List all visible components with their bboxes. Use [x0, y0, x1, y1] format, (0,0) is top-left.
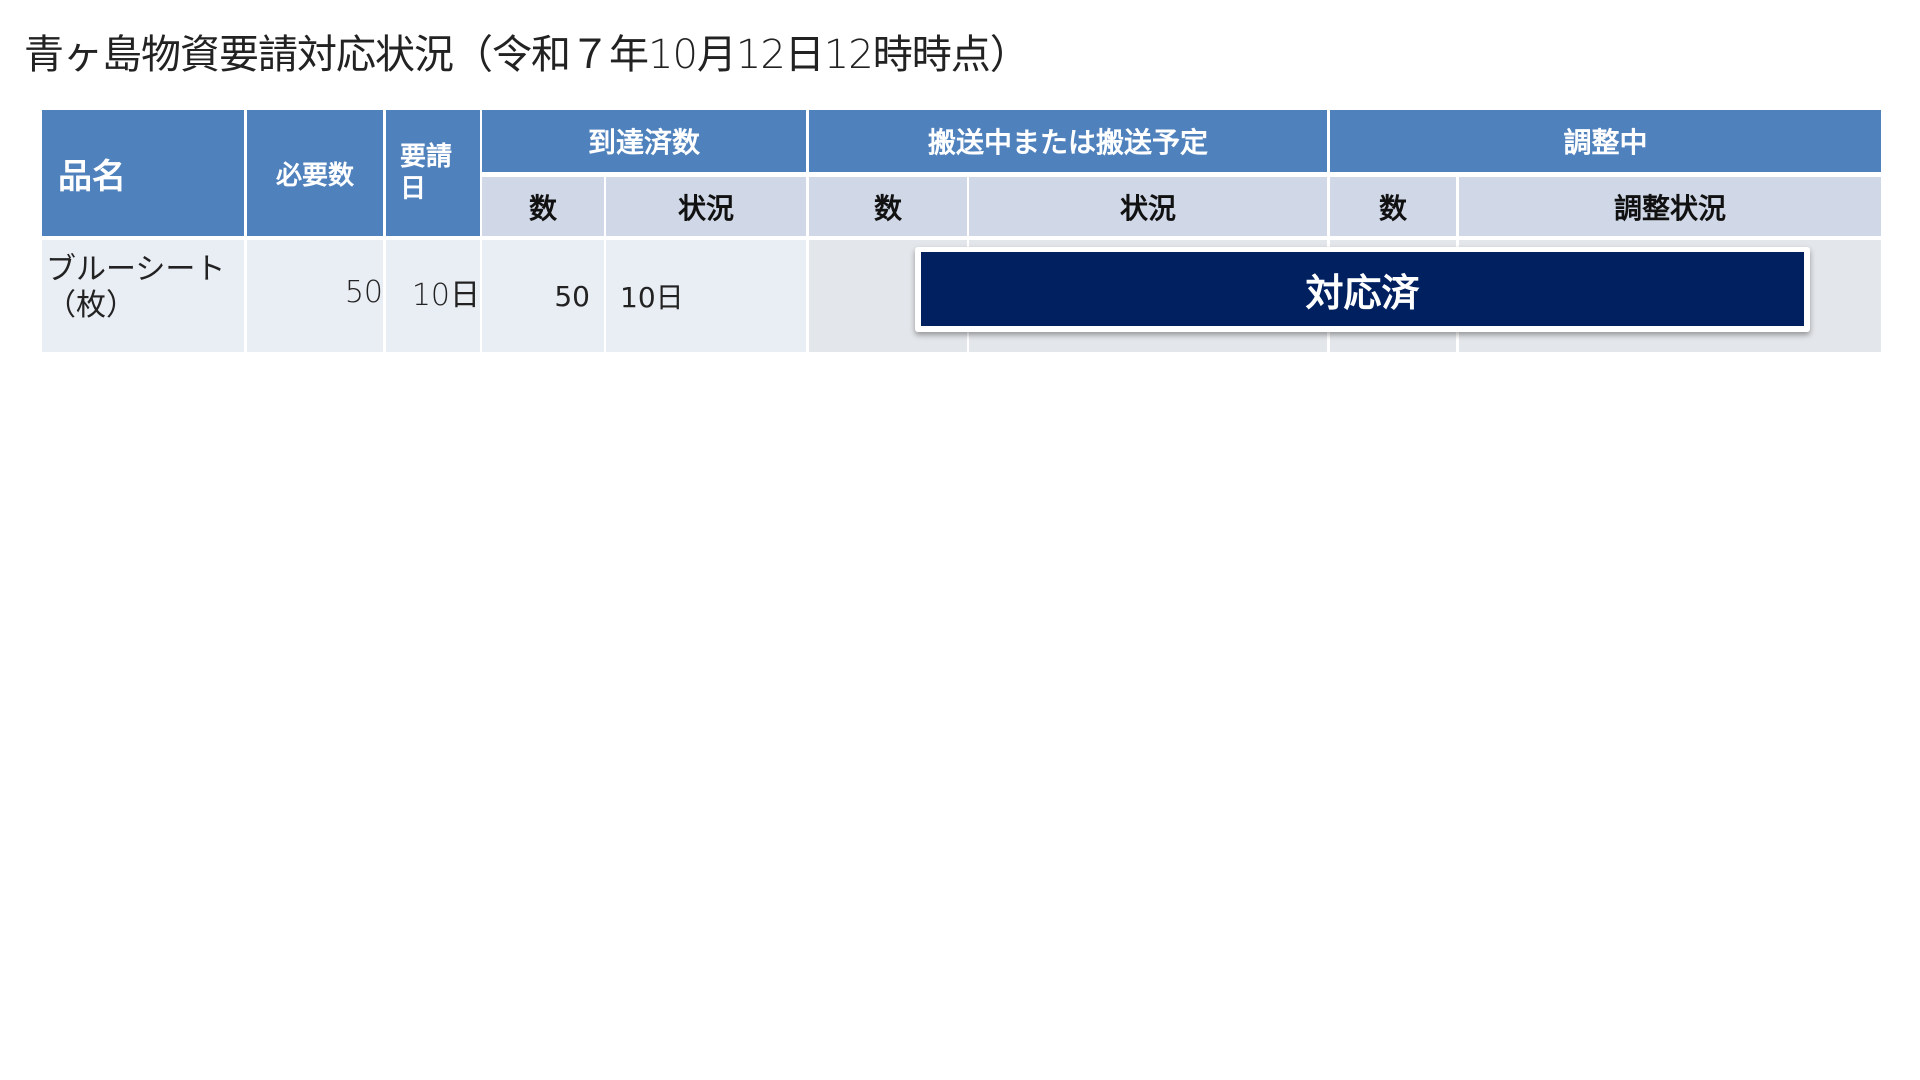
completed-label: 対応済: [921, 252, 1804, 326]
subheader-label: 数: [1378, 191, 1407, 225]
header-label: 品名: [58, 156, 126, 197]
cell-text: 10日: [620, 281, 684, 314]
cell-text: ブルーシート（枚）: [46, 252, 226, 323]
cell-arrived-status: 10日: [606, 240, 806, 352]
header-label: 搬送中または搬送予定: [927, 126, 1208, 159]
completed-banner: 対応済: [915, 247, 1810, 332]
header-in-transit: 搬送中または搬送予定: [809, 110, 1327, 172]
subheader-label: 調整状況: [1613, 191, 1726, 225]
subheader-label: 数: [528, 191, 557, 225]
header-item-name: 品名: [42, 110, 244, 236]
subheader-arrived-status: 状況: [606, 177, 806, 236]
cell-item-name: ブルーシート（枚）: [42, 240, 244, 352]
header-label: 要請日: [400, 142, 453, 204]
cell-text: 10日: [411, 278, 480, 313]
cell-text: 50: [344, 274, 383, 310]
cell-text: 50: [554, 279, 590, 313]
subheader-arrived-count: 数: [482, 177, 604, 236]
header-required: 必要数: [247, 110, 383, 236]
header-adjusting: 調整中: [1330, 110, 1881, 172]
page-title: 青ヶ島物資要請対応状況（令和７年10月12日12時時点）: [24, 32, 1030, 78]
header-arrived: 到達済数: [482, 110, 806, 172]
header-label: 調整中: [1563, 126, 1648, 159]
cell-arrived-count: 50: [482, 240, 604, 352]
cell-required: 50: [247, 240, 383, 352]
subheader-adjusting-status: 調整状況: [1459, 177, 1881, 236]
cell-request-date: 10日: [386, 240, 480, 352]
subheader-label: 状況: [677, 191, 734, 225]
header-label: 必要数: [275, 160, 354, 191]
header-label: 到達済数: [587, 126, 700, 159]
header-request-date: 要請日: [386, 110, 480, 236]
subheader-label: 数: [873, 191, 902, 225]
subheader-label: 状況: [1119, 191, 1176, 225]
subheader-adjusting-count: 数: [1330, 177, 1456, 236]
subheader-transit-count: 数: [809, 177, 967, 236]
subheader-transit-status: 状況: [969, 177, 1327, 236]
